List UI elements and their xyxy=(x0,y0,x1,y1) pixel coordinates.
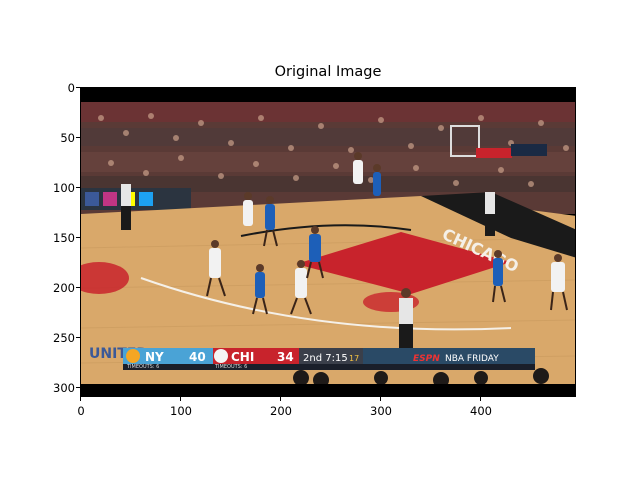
y-tick-mark xyxy=(76,287,80,288)
x-tick-mark xyxy=(380,397,381,401)
y-tick-label: 150 xyxy=(53,231,75,245)
x-tick-label: 0 xyxy=(77,404,85,418)
y-tick-mark xyxy=(76,87,80,88)
x-tick-mark xyxy=(80,397,81,401)
y-tick-mark xyxy=(76,387,80,388)
away-score: 40 xyxy=(189,350,206,364)
figure-title: Original Image xyxy=(274,64,382,80)
x-tick-label: 300 xyxy=(370,404,392,418)
y-tick-mark xyxy=(76,187,80,188)
shot-clock: 17 xyxy=(349,354,359,363)
away-timeouts: TIMEOUTS: 6 xyxy=(126,364,159,370)
y-tick-label: 50 xyxy=(60,131,75,145)
program-label: NBA FRIDAY xyxy=(445,354,499,364)
x-tick-label: 400 xyxy=(470,404,492,418)
y-tick-label: 250 xyxy=(53,331,75,345)
home-score: 34 xyxy=(277,350,294,364)
away-team-label: NY xyxy=(145,350,164,364)
network-logo: ESPN xyxy=(413,354,440,364)
home-team-label: CHI xyxy=(231,350,254,364)
basketball-scene-image: CHICAGO UNITED xyxy=(81,88,575,396)
y-tick-mark xyxy=(76,137,80,138)
scorebug: NY 40 CHI 34 2nd 7:15 17 ESPN NBA FRIDAY… xyxy=(123,348,535,370)
period-clock: 2nd 7:15 xyxy=(303,353,348,364)
y-tick-label: 300 xyxy=(53,381,75,395)
x-tick-mark xyxy=(280,397,281,401)
y-tick-label: 100 xyxy=(53,181,75,195)
y-tick-label: 200 xyxy=(53,281,75,295)
y-tick-mark xyxy=(76,237,80,238)
y-tick-label: 0 xyxy=(67,81,75,95)
x-tick-mark xyxy=(180,397,181,401)
x-tick-mark xyxy=(480,397,481,401)
y-tick-mark xyxy=(76,337,80,338)
home-timeouts: TIMEOUTS: 6 xyxy=(214,364,247,370)
image-axes: CHICAGO UNITED xyxy=(80,87,576,397)
x-tick-label: 200 xyxy=(270,404,292,418)
x-tick-label: 100 xyxy=(170,404,192,418)
